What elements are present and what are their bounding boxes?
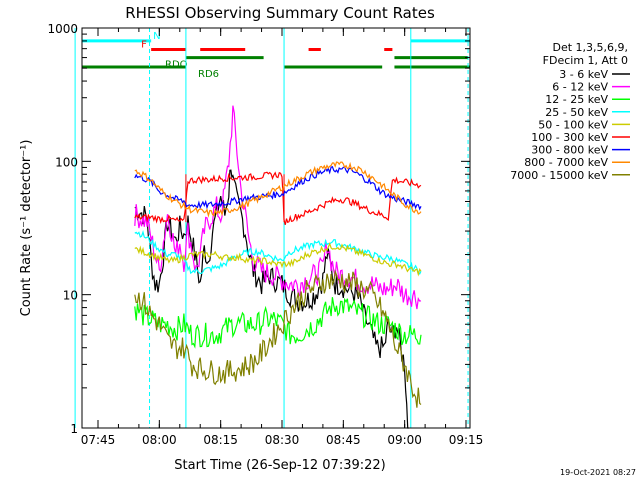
series-line-2	[134, 297, 422, 349]
series-line-0	[134, 169, 409, 429]
series-line-6	[134, 166, 422, 211]
flag-label-f: F	[141, 39, 147, 50]
flag-label-rd6: RD6	[198, 69, 219, 80]
y-tick-label-1: 10	[63, 289, 78, 303]
y-tick-label-3: 1000	[47, 22, 78, 36]
legend-header-line-1: Det 1,3,5,6,9,	[552, 41, 628, 54]
plot-frame	[81, 27, 471, 429]
x-tick-label-1: 08:00	[142, 433, 177, 447]
legend-label-0: 3 - 6 keV	[559, 68, 608, 81]
legend-label-5: 100 - 300 keV	[531, 131, 608, 144]
legend-label-1: 6 - 12 keV	[552, 81, 608, 94]
flag-label-rdo: RDO	[165, 60, 188, 71]
x-axis-label: Start Time (26-Sep-12 07:39:22)	[174, 458, 385, 473]
legend: Det 1,3,5,6,9, FDecim 1, Att 0 3 - 6 keV…	[510, 41, 630, 182]
x-tick-label-0: 07:45	[81, 433, 116, 447]
x-tick-label-5: 09:00	[387, 433, 422, 447]
legend-label-3: 25 - 50 keV	[545, 106, 608, 119]
x-tick-label-2: 08:15	[203, 433, 238, 447]
legend-label-4: 50 - 100 keV	[538, 118, 608, 131]
series-line-7	[134, 161, 422, 218]
x-tick-label-3: 08:30	[265, 433, 300, 447]
series-line-1	[134, 105, 422, 310]
timestamp: 19-Oct-2021 08:27	[560, 468, 636, 477]
y-tick-label-0: 1	[70, 422, 78, 436]
legend-header-line-2: FDecim 1, Att 0	[543, 54, 628, 67]
series-line-5	[134, 171, 422, 225]
marker-lines	[74, 28, 469, 428]
flag-label-n: N	[153, 31, 160, 42]
y-axis-label: Count Rate (s⁻¹ detector⁻¹)	[19, 140, 34, 317]
series-lines	[134, 105, 422, 429]
y-tick-label-2: 100	[55, 155, 78, 169]
legend-label-8: 7000 - 15000 keV	[510, 169, 608, 182]
chart-title: RHESSI Observing Summary Count Rates	[125, 4, 435, 22]
legend-label-2: 12 - 25 keV	[545, 93, 608, 106]
flag-bars: NF RDO RD6	[82, 31, 470, 80]
legend-label-6: 300 - 800 keV	[531, 144, 608, 157]
series-line-4	[134, 241, 422, 277]
series-line-8	[134, 269, 422, 408]
x-tick-label-4: 08:45	[326, 433, 361, 447]
legend-label-7: 800 - 7000 keV	[524, 156, 608, 169]
axis-ticks: 07:45 08:00 08:15 08:30 08:45 09:00 09:15 1 10 10…	[47, 22, 483, 447]
x-tick-label-6: 09:15	[449, 433, 484, 447]
